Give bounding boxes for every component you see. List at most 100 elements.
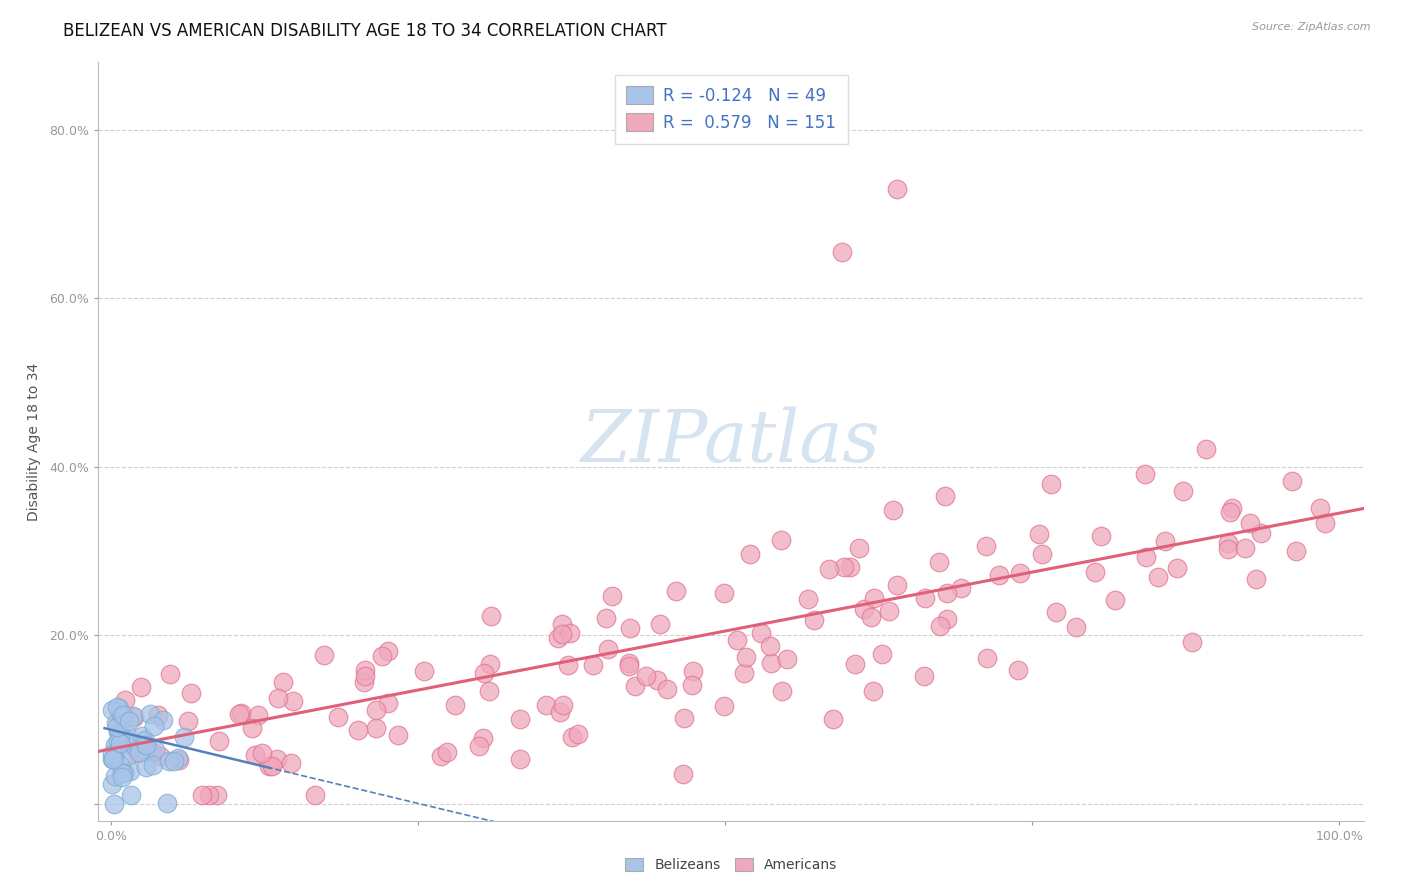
Point xyxy=(598,641,620,656)
Legend: Belizeans, Americans: Belizeans, Americans xyxy=(620,853,842,878)
Point xyxy=(127,747,149,761)
Point xyxy=(371,648,394,663)
Point xyxy=(118,714,141,729)
Point xyxy=(142,758,165,772)
Point xyxy=(107,720,129,734)
Point xyxy=(838,560,860,574)
Point xyxy=(1133,467,1156,482)
Point xyxy=(243,747,266,762)
Point xyxy=(1031,547,1053,561)
Point xyxy=(1135,549,1157,564)
Point xyxy=(124,739,146,753)
Point xyxy=(1315,516,1337,530)
Point xyxy=(882,503,904,517)
Point xyxy=(472,731,495,745)
Point xyxy=(472,665,495,680)
Point xyxy=(1090,528,1112,542)
Point xyxy=(648,617,671,632)
Point xyxy=(111,708,134,723)
Point xyxy=(108,728,131,742)
Point xyxy=(681,678,703,692)
Point xyxy=(848,541,870,555)
Point xyxy=(738,547,761,561)
Point xyxy=(759,639,782,653)
Point xyxy=(107,734,129,748)
Point xyxy=(271,674,294,689)
Point xyxy=(547,631,569,645)
Point xyxy=(262,759,284,773)
Point xyxy=(167,753,190,767)
Point xyxy=(844,657,866,671)
Point xyxy=(129,680,152,694)
Point xyxy=(1219,505,1241,519)
Point xyxy=(128,745,150,759)
Point xyxy=(567,727,589,741)
Point xyxy=(314,648,336,662)
Point xyxy=(1216,536,1239,550)
Point xyxy=(139,707,162,722)
Point xyxy=(558,625,581,640)
Point xyxy=(354,663,377,677)
Point xyxy=(860,609,883,624)
Point xyxy=(207,789,229,803)
Point xyxy=(1309,500,1331,515)
Point xyxy=(240,721,263,735)
Point xyxy=(104,738,127,752)
Point xyxy=(122,709,145,723)
Point xyxy=(328,709,350,723)
Point xyxy=(582,657,605,672)
Point xyxy=(823,712,845,726)
Point xyxy=(191,789,214,803)
Point xyxy=(1084,566,1107,580)
Point xyxy=(624,679,647,693)
Point xyxy=(135,738,157,752)
Point xyxy=(818,562,841,576)
Point xyxy=(108,757,131,772)
Point xyxy=(831,244,853,259)
Point xyxy=(135,744,157,758)
Point xyxy=(122,710,145,724)
Point xyxy=(561,730,583,744)
Point xyxy=(1181,635,1204,649)
Point xyxy=(477,684,499,698)
Point xyxy=(111,770,134,784)
Text: BELIZEAN VS AMERICAN DISABILITY AGE 18 TO 34 CORRELATION CHART: BELIZEAN VS AMERICAN DISABILITY AGE 18 T… xyxy=(63,22,666,40)
Point xyxy=(619,659,641,673)
Point xyxy=(862,684,884,698)
Point xyxy=(208,734,231,748)
Point xyxy=(1171,484,1194,499)
Point xyxy=(257,758,280,772)
Point xyxy=(115,728,138,742)
Point xyxy=(557,657,579,672)
Point xyxy=(1154,534,1177,549)
Point xyxy=(101,747,124,761)
Point xyxy=(163,754,186,768)
Point xyxy=(280,756,302,770)
Point xyxy=(862,591,884,606)
Point xyxy=(180,686,202,700)
Point xyxy=(776,652,799,666)
Point xyxy=(928,618,950,632)
Point xyxy=(634,669,657,683)
Point xyxy=(110,740,132,755)
Point xyxy=(167,751,190,765)
Point xyxy=(436,745,458,759)
Point xyxy=(478,657,501,672)
Point xyxy=(103,749,125,764)
Point xyxy=(949,581,972,595)
Point xyxy=(534,698,557,712)
Point xyxy=(672,711,695,725)
Point xyxy=(550,705,572,719)
Point xyxy=(759,656,782,670)
Point xyxy=(177,714,200,729)
Point xyxy=(467,739,489,753)
Point xyxy=(1220,500,1243,515)
Point xyxy=(551,626,574,640)
Point xyxy=(131,729,153,743)
Point xyxy=(156,797,179,811)
Point xyxy=(735,650,758,665)
Point xyxy=(1028,526,1050,541)
Point xyxy=(1239,516,1261,530)
Point xyxy=(672,767,695,781)
Point xyxy=(366,721,388,735)
